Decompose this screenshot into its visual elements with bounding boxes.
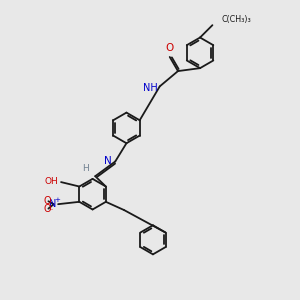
Text: ⁻: ⁻ — [48, 206, 52, 215]
Text: N: N — [49, 199, 57, 209]
Text: C(CH₃)₃: C(CH₃)₃ — [222, 15, 252, 24]
Text: NH: NH — [142, 83, 158, 93]
Text: O: O — [43, 196, 51, 206]
Text: +: + — [55, 197, 61, 203]
Text: O: O — [166, 44, 174, 53]
Text: H: H — [82, 164, 89, 173]
Text: N: N — [104, 157, 112, 166]
Text: O: O — [43, 205, 51, 214]
Text: OH: OH — [44, 177, 58, 186]
